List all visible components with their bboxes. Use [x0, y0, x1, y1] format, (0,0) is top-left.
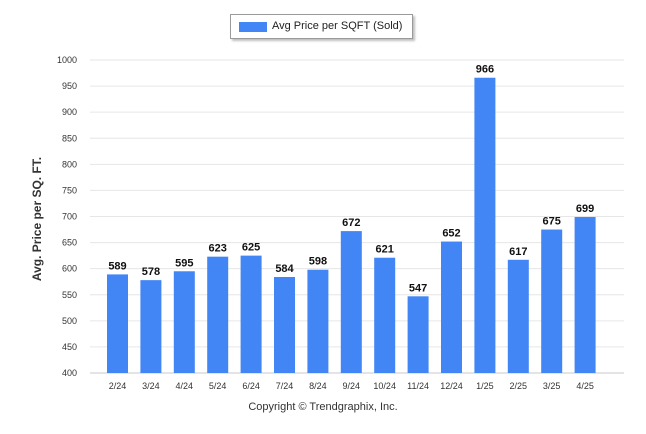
copyright-text: Copyright © Trendgraphix, Inc.: [248, 401, 398, 413]
y-axis-title: Avg. Price per SQ. FT.: [30, 157, 44, 281]
data-label: 966: [476, 64, 494, 76]
data-label: 595: [175, 257, 193, 269]
y-tick-label: 800: [62, 159, 77, 169]
legend-swatch: [239, 22, 267, 32]
x-tick-label: 5/24: [209, 381, 227, 391]
bar: [274, 277, 295, 373]
data-label: 621: [376, 244, 394, 256]
data-label: 617: [509, 246, 527, 258]
x-tick-label: 9/24: [343, 381, 361, 391]
y-axis-ticks: 400 450 500 550 600 650 700 750 800 850 900 950 1000: [57, 55, 77, 378]
legend: Avg Price per SQFT (Sold): [230, 14, 413, 39]
y-tick-label: 750: [62, 185, 77, 195]
x-tick-label: 10/24: [373, 381, 396, 391]
x-tick-label: 7/24: [276, 381, 294, 391]
y-tick-label: 850: [62, 133, 77, 143]
data-label: 578: [142, 266, 160, 278]
y-tick-label: 700: [62, 212, 77, 222]
x-tick-label: 11/24: [407, 381, 429, 391]
bar: [541, 229, 563, 373]
bar: [207, 256, 229, 373]
bar: [441, 241, 462, 373]
x-tick-label: 6/24: [242, 381, 260, 391]
y-tick-label: 1000: [57, 55, 77, 65]
y-tick-label: 900: [62, 107, 77, 117]
data-label: 699: [576, 203, 594, 215]
y-tick-label: 400: [62, 368, 77, 378]
y-tick-label: 450: [62, 342, 77, 352]
x-tick-label: 8/24: [309, 381, 327, 391]
x-tick-label: 3/24: [142, 381, 160, 391]
bars: [107, 77, 596, 373]
data-label: 672: [342, 217, 360, 229]
x-tick-label: 2/25: [510, 381, 528, 391]
x-tick-label: 4/25: [576, 381, 594, 391]
data-label: 623: [209, 243, 227, 255]
bar: [173, 271, 195, 373]
x-tick-label: 4/24: [176, 381, 194, 391]
bar: [474, 77, 496, 373]
bar: [374, 257, 396, 373]
x-tick-label: 12/24: [440, 381, 463, 391]
y-tick-label: 550: [62, 290, 77, 300]
y-tick-label: 600: [62, 264, 77, 274]
bar: [140, 280, 162, 373]
bar: [574, 217, 596, 373]
bar: [107, 274, 128, 373]
y-tick-label: 650: [62, 238, 77, 248]
bar: [307, 269, 329, 373]
bar: [240, 255, 262, 373]
data-labels: 589 578 595 623 625 584 598 672 621 547 652 966 617 6…: [108, 64, 594, 295]
y-tick-label: 950: [62, 81, 77, 91]
data-label: 652: [442, 228, 460, 240]
data-label: 589: [108, 260, 126, 272]
x-tick-label: 3/25: [543, 381, 561, 391]
grid-lines: [90, 59, 624, 374]
y-tick-label: 500: [62, 316, 77, 326]
data-label: 598: [309, 256, 327, 268]
bar: [340, 231, 362, 373]
x-axis-ticks: 2/24 3/24 4/24 5/24 6/24 7/24 8/24 9/24 10/24 11/…: [109, 381, 594, 391]
x-tick-label: 1/25: [476, 381, 494, 391]
bar: [407, 296, 429, 373]
bar: [507, 259, 529, 373]
data-label: 625: [242, 242, 260, 254]
data-label: 547: [409, 282, 427, 294]
x-tick-label: 2/24: [109, 381, 127, 391]
data-label: 675: [543, 216, 561, 228]
data-label: 584: [275, 263, 294, 275]
legend-label: Avg Price per SQFT (Sold): [272, 20, 403, 32]
